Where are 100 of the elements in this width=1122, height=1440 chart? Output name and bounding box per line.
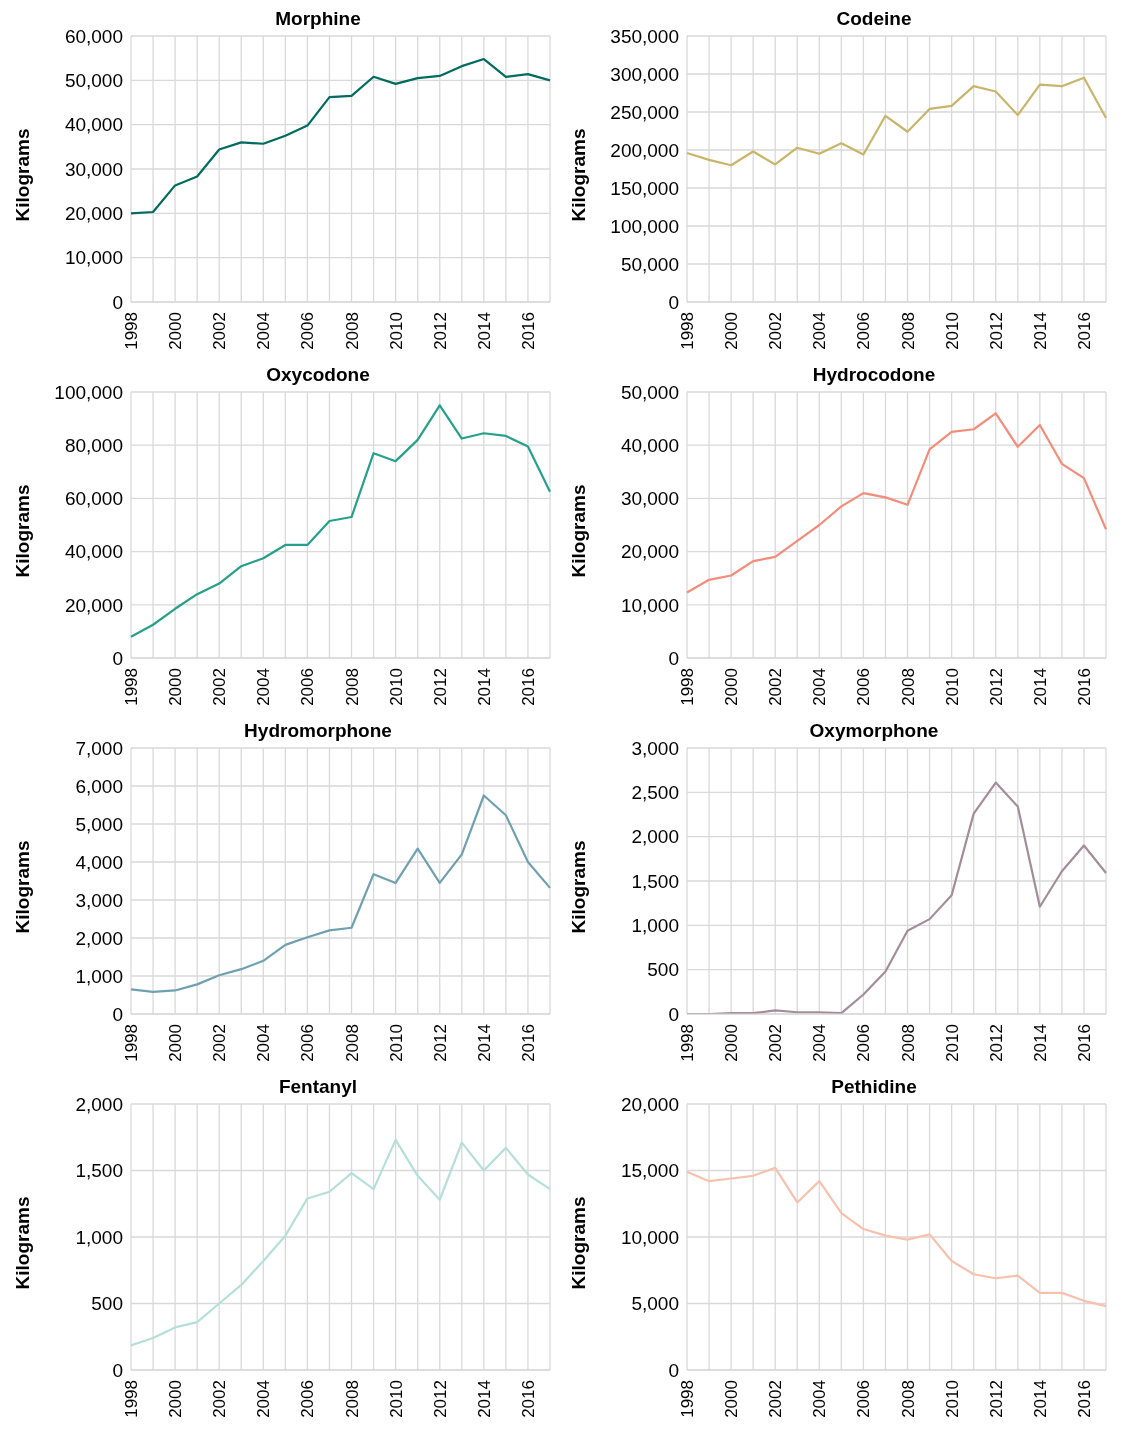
- chart-title: Codeine: [836, 8, 912, 29]
- x-tick-label: 2016: [519, 668, 539, 706]
- x-tick-label: 1998: [122, 668, 142, 706]
- x-tick-label: 2002: [766, 668, 786, 706]
- y-axis-title: Kilograms: [12, 128, 34, 222]
- chart-title: Morphine: [275, 8, 361, 29]
- x-tick-label: 2010: [386, 1024, 406, 1062]
- x-tick-label: 2012: [986, 668, 1006, 706]
- x-tick-label: 2006: [854, 1024, 874, 1062]
- y-tick-label: 100,000: [610, 215, 679, 237]
- x-tick-label: 2010: [386, 312, 406, 350]
- x-tick-label: 2014: [474, 1024, 494, 1062]
- x-tick-label: 2016: [519, 1380, 539, 1418]
- x-tick-label: 2004: [254, 312, 274, 350]
- x-tick-label: 2002: [210, 1380, 230, 1418]
- x-tick-label: 2004: [810, 668, 830, 706]
- chart-title: Fentanyl: [278, 1076, 358, 1097]
- x-tick-label: 2006: [854, 668, 874, 706]
- chart-title: Pethidine: [831, 1076, 917, 1097]
- x-tick-label: 2014: [474, 668, 494, 706]
- y-tick-label: 0: [112, 291, 123, 313]
- x-tick-label: 1998: [678, 1024, 698, 1062]
- y-tick-label: 20,000: [64, 594, 123, 616]
- x-tick-label: 2012: [986, 312, 1006, 350]
- x-tick-label: 2006: [298, 1024, 318, 1062]
- x-tick-label: 2006: [298, 1380, 318, 1418]
- x-tick-label: 2008: [342, 668, 362, 706]
- x-tick-label: 2004: [810, 1024, 830, 1062]
- x-tick-label: 2008: [898, 1380, 918, 1418]
- y-tick-label: 0: [668, 647, 679, 669]
- y-tick-label: 0: [668, 1003, 679, 1025]
- x-tick-label: 2016: [1075, 1024, 1095, 1062]
- y-tick-label: 60,000: [64, 488, 123, 510]
- y-axis-title: Kilograms: [568, 840, 590, 934]
- x-tick-label: 2016: [519, 1024, 539, 1062]
- x-tick-label: 2010: [942, 1380, 962, 1418]
- x-tick-label: 2002: [766, 312, 786, 350]
- y-tick-label: 10,000: [620, 594, 679, 616]
- y-tick-label: 0: [112, 1359, 123, 1381]
- chart-title: Oxymorphone: [809, 720, 939, 741]
- x-tick-label: 2006: [298, 312, 318, 350]
- x-tick-label: 2010: [942, 312, 962, 350]
- y-tick-label: 50,000: [620, 253, 679, 275]
- x-tick-label: 2000: [166, 1024, 186, 1062]
- x-tick-label: 1998: [122, 1024, 142, 1062]
- x-tick-label: 2016: [1075, 312, 1095, 350]
- line-series: [685, 412, 1108, 594]
- y-tick-label: 0: [112, 647, 123, 669]
- x-tick-label: 2006: [298, 668, 318, 706]
- x-tick-label: 2012: [430, 1380, 450, 1418]
- y-tick-label: 0: [668, 291, 679, 313]
- y-tick-label: 200,000: [610, 139, 679, 161]
- line-series: [129, 404, 552, 638]
- x-tick-label: 2000: [166, 312, 186, 350]
- y-axis-title: Kilograms: [12, 840, 34, 934]
- x-tick-label: 2010: [386, 1380, 406, 1418]
- x-tick-label: 2000: [166, 1380, 186, 1418]
- line-series: [685, 1166, 1108, 1308]
- line-series: [685, 76, 1108, 167]
- y-axis-title: Kilograms: [568, 484, 590, 578]
- y-tick-label: 5,000: [75, 813, 123, 835]
- x-tick-label: 2002: [766, 1380, 786, 1418]
- y-tick-label: 0: [112, 1003, 123, 1025]
- y-tick-label: 1,000: [75, 965, 123, 987]
- y-axis-title: Kilograms: [568, 1196, 590, 1290]
- x-tick-label: 2016: [1075, 668, 1095, 706]
- x-tick-label: 2016: [519, 312, 539, 350]
- x-tick-label: 2012: [430, 312, 450, 350]
- x-tick-label: 2010: [942, 668, 962, 706]
- x-tick-label: 2010: [386, 668, 406, 706]
- x-tick-label: 2000: [166, 668, 186, 706]
- x-tick-label: 1998: [122, 1380, 142, 1418]
- y-axis-title: Kilograms: [12, 484, 34, 578]
- x-tick-label: 2008: [342, 1380, 362, 1418]
- x-tick-label: 2000: [722, 312, 742, 350]
- x-tick-label: 2014: [1030, 312, 1050, 350]
- x-tick-label: 2004: [254, 1024, 274, 1062]
- line-series: [129, 1138, 552, 1347]
- y-tick-label: 1,000: [631, 915, 679, 937]
- x-tick-label: 2016: [1075, 1380, 1095, 1418]
- line-series: [129, 794, 552, 994]
- x-tick-label: 2006: [854, 1380, 874, 1418]
- x-tick-label: 2002: [210, 1024, 230, 1062]
- y-tick-label: 1,500: [631, 870, 679, 892]
- x-tick-label: 2000: [722, 668, 742, 706]
- y-tick-label: 6,000: [75, 775, 123, 797]
- x-tick-label: 1998: [678, 312, 698, 350]
- y-tick-label: 10,000: [64, 247, 123, 269]
- y-tick-label: 5,000: [631, 1293, 679, 1315]
- y-tick-label: 3,000: [631, 737, 679, 759]
- y-tick-label: 0: [668, 1359, 679, 1381]
- x-tick-label: 2000: [722, 1024, 742, 1062]
- x-tick-label: 1998: [678, 668, 698, 706]
- x-tick-label: 2012: [986, 1024, 1006, 1062]
- x-tick-label: 2014: [1030, 1380, 1050, 1418]
- y-tick-label: 1,000: [75, 1226, 123, 1248]
- y-tick-label: 50,000: [620, 381, 679, 403]
- x-tick-label: 2000: [722, 1380, 742, 1418]
- x-tick-label: 2004: [810, 1380, 830, 1418]
- x-tick-label: 2012: [986, 1380, 1006, 1418]
